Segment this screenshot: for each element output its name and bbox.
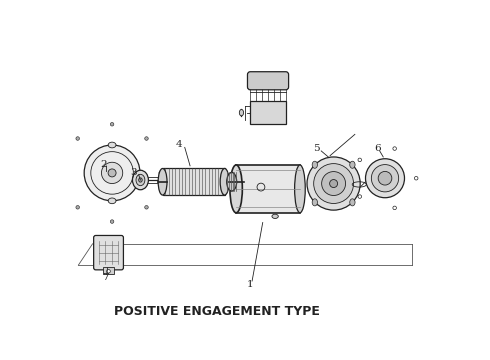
Ellipse shape (101, 162, 122, 184)
Ellipse shape (220, 168, 229, 195)
Ellipse shape (415, 176, 418, 180)
Text: 3: 3 (130, 168, 137, 177)
Ellipse shape (108, 169, 116, 177)
Ellipse shape (139, 178, 142, 182)
Text: 6: 6 (374, 144, 381, 153)
Ellipse shape (321, 172, 345, 195)
Ellipse shape (314, 163, 354, 203)
Ellipse shape (84, 145, 140, 201)
FancyBboxPatch shape (94, 235, 123, 270)
Ellipse shape (272, 214, 278, 219)
Ellipse shape (110, 122, 114, 126)
Ellipse shape (330, 180, 338, 188)
Ellipse shape (230, 165, 243, 213)
Ellipse shape (393, 206, 396, 210)
Ellipse shape (371, 165, 399, 192)
Ellipse shape (159, 171, 163, 175)
Ellipse shape (227, 172, 237, 191)
Ellipse shape (350, 161, 355, 168)
Ellipse shape (350, 199, 355, 206)
Ellipse shape (110, 220, 114, 223)
Ellipse shape (294, 165, 305, 213)
Ellipse shape (366, 159, 405, 198)
Ellipse shape (312, 199, 318, 206)
Bar (103, 267, 114, 274)
Text: 7: 7 (102, 273, 108, 282)
Ellipse shape (158, 168, 167, 195)
FancyBboxPatch shape (247, 72, 289, 90)
Ellipse shape (108, 142, 116, 148)
Ellipse shape (145, 137, 148, 140)
Ellipse shape (62, 171, 65, 175)
Bar (236, 165, 300, 213)
Ellipse shape (76, 137, 79, 140)
Ellipse shape (132, 170, 148, 190)
Ellipse shape (358, 158, 362, 162)
Ellipse shape (136, 174, 145, 186)
Ellipse shape (76, 206, 79, 209)
Ellipse shape (108, 198, 116, 204)
Ellipse shape (145, 206, 148, 209)
Ellipse shape (393, 147, 396, 150)
Ellipse shape (107, 270, 110, 273)
Text: POSITIVE ENGAGEMENT TYPE: POSITIVE ENGAGEMENT TYPE (114, 305, 319, 318)
Text: 5: 5 (313, 144, 319, 153)
Text: 4: 4 (176, 140, 183, 149)
Ellipse shape (239, 109, 244, 116)
Ellipse shape (378, 171, 392, 185)
Bar (163, 168, 224, 195)
Text: 1: 1 (247, 280, 254, 289)
Ellipse shape (307, 157, 360, 210)
Ellipse shape (358, 195, 362, 198)
Bar (250, 101, 286, 124)
Text: 2: 2 (100, 159, 106, 168)
Ellipse shape (312, 161, 318, 168)
